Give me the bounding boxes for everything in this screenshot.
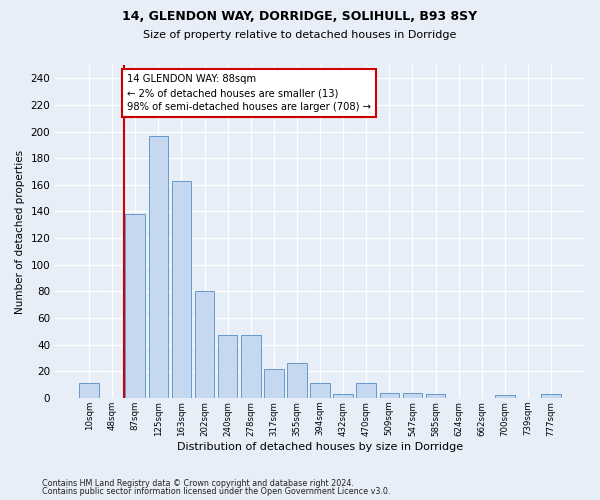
Text: 14, GLENDON WAY, DORRIDGE, SOLIHULL, B93 8SY: 14, GLENDON WAY, DORRIDGE, SOLIHULL, B93… xyxy=(122,10,478,23)
Bar xyxy=(264,368,284,398)
X-axis label: Distribution of detached houses by size in Dorridge: Distribution of detached houses by size … xyxy=(177,442,463,452)
Bar xyxy=(310,384,330,398)
Bar xyxy=(218,336,238,398)
Bar xyxy=(541,394,561,398)
Bar xyxy=(287,364,307,398)
Text: 14 GLENDON WAY: 88sqm
← 2% of detached houses are smaller (13)
98% of semi-detac: 14 GLENDON WAY: 88sqm ← 2% of detached h… xyxy=(127,74,371,112)
Text: Contains public sector information licensed under the Open Government Licence v3: Contains public sector information licen… xyxy=(42,487,391,496)
Bar xyxy=(356,384,376,398)
Bar xyxy=(125,214,145,398)
Text: Size of property relative to detached houses in Dorridge: Size of property relative to detached ho… xyxy=(143,30,457,40)
Bar xyxy=(426,394,445,398)
Bar xyxy=(172,181,191,398)
Bar xyxy=(380,392,399,398)
Bar xyxy=(241,336,260,398)
Bar xyxy=(195,292,214,398)
Bar xyxy=(334,394,353,398)
Bar xyxy=(403,392,422,398)
Bar xyxy=(79,384,99,398)
Bar xyxy=(495,395,515,398)
Text: Contains HM Land Registry data © Crown copyright and database right 2024.: Contains HM Land Registry data © Crown c… xyxy=(42,478,354,488)
Bar xyxy=(149,136,168,398)
Y-axis label: Number of detached properties: Number of detached properties xyxy=(15,150,25,314)
